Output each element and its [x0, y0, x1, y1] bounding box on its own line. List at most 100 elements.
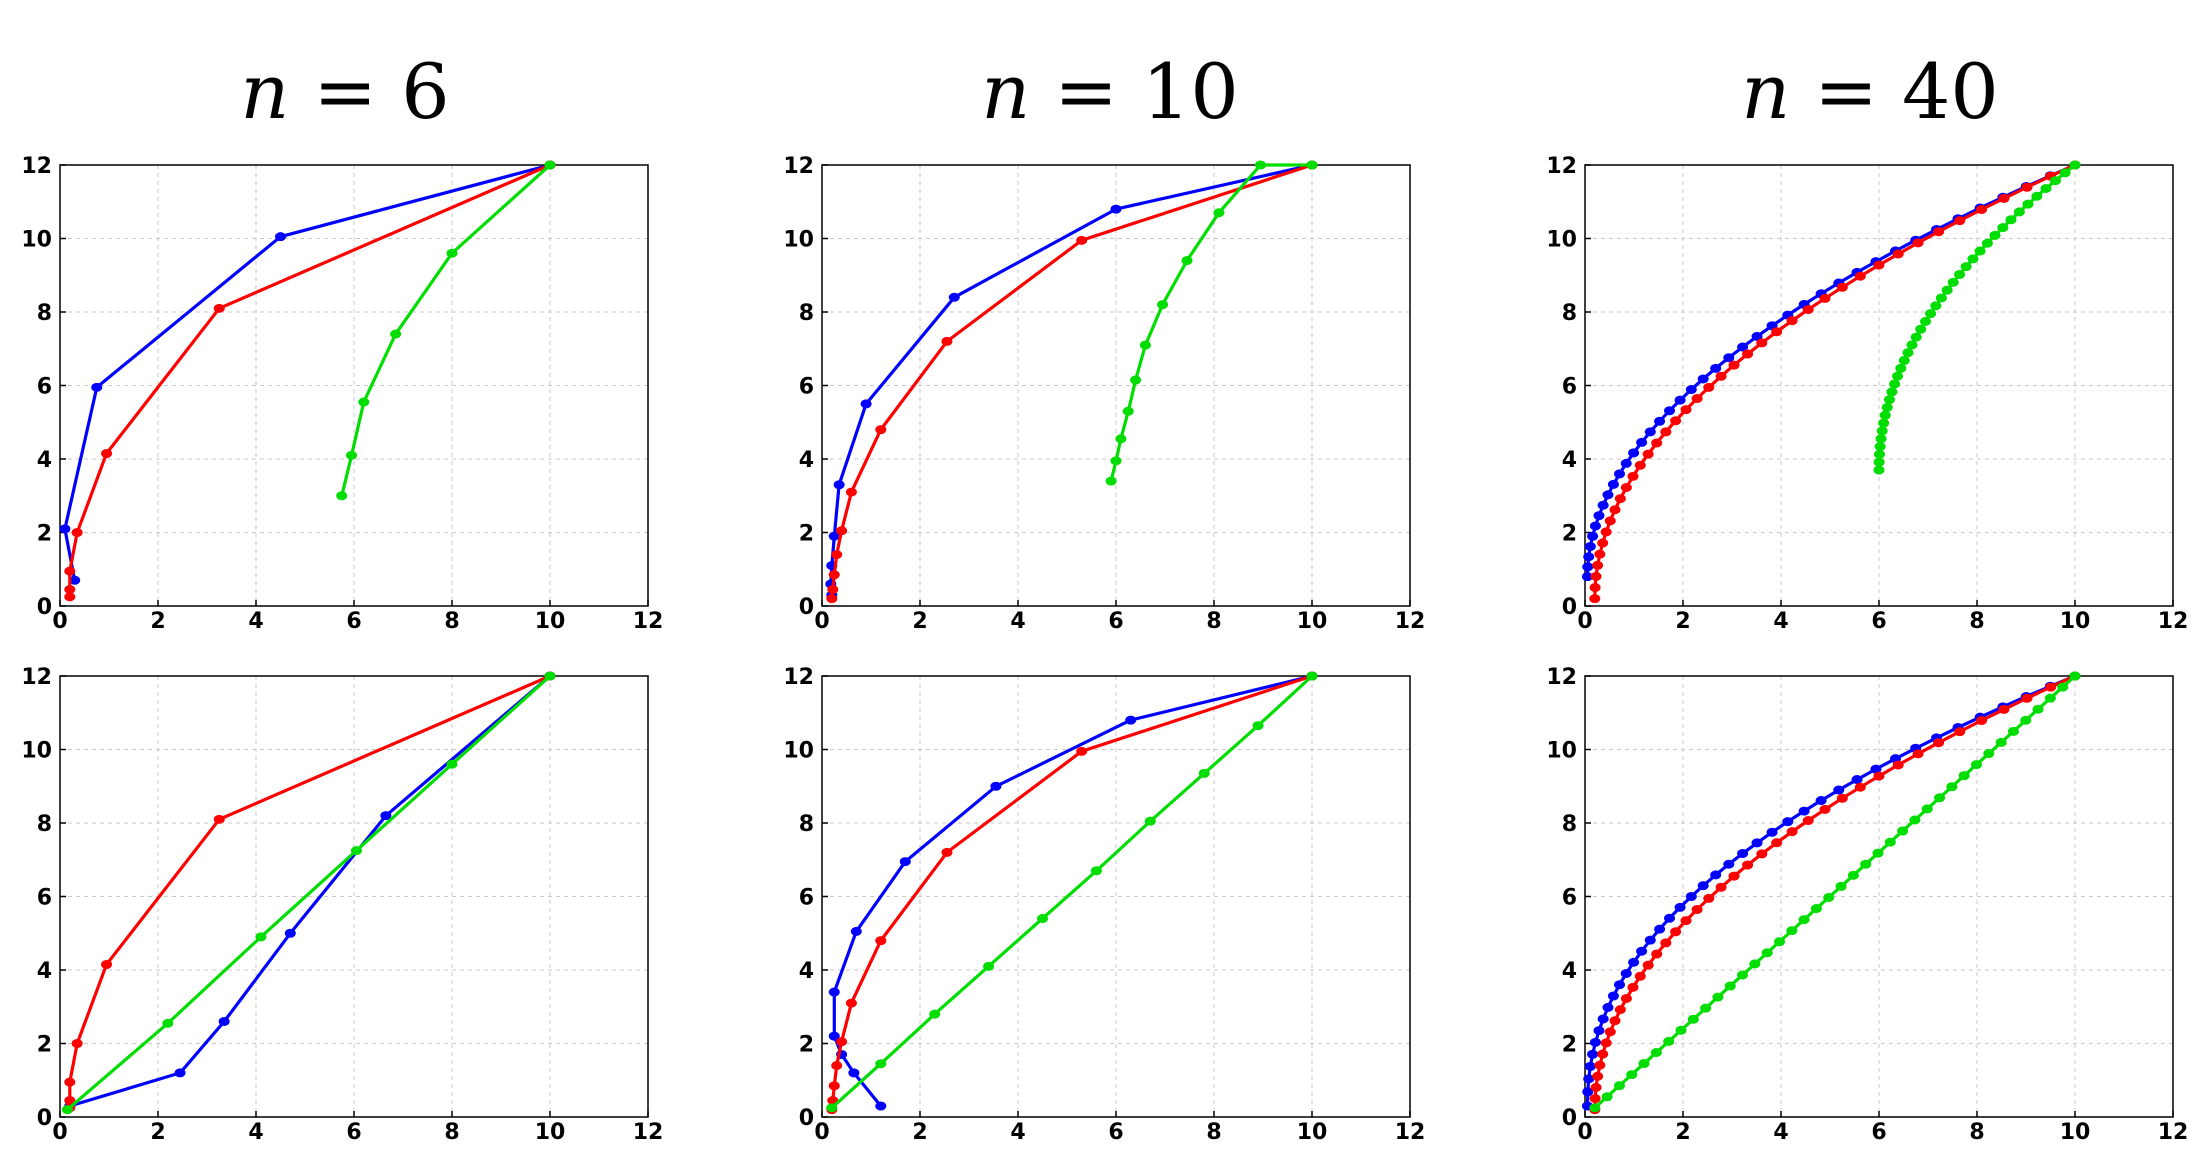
series-point — [1756, 849, 1768, 859]
series-point — [1130, 375, 1142, 385]
series-point — [1958, 771, 1970, 781]
series-point — [1664, 913, 1676, 923]
series-point — [1723, 353, 1735, 363]
series-point — [1654, 416, 1666, 426]
series-point — [1873, 457, 1885, 467]
series-point — [2032, 704, 2044, 714]
series-point — [59, 524, 71, 534]
series-point — [380, 811, 392, 821]
series-point — [64, 566, 76, 576]
series-point — [1751, 838, 1763, 848]
series-point — [1642, 449, 1654, 459]
x-tick-label: 10 — [2060, 1120, 2091, 1145]
y-tick-label: 8 — [1562, 812, 1577, 837]
series-point — [101, 959, 113, 969]
series-point — [1933, 738, 1945, 748]
series-point — [71, 1039, 83, 1048]
series-point — [2069, 671, 2081, 681]
series-point — [1594, 1060, 1606, 1070]
series-point — [1614, 469, 1626, 479]
series-point — [1981, 238, 1993, 248]
y-tick-label: 12 — [783, 154, 814, 179]
series-point — [1902, 348, 1914, 358]
y-tick-label: 4 — [37, 448, 52, 473]
series-point — [1587, 1049, 1599, 1059]
series-point — [255, 932, 267, 942]
series-point — [1786, 926, 1798, 936]
series-point — [2013, 207, 2025, 217]
x-tick-label: 6 — [1871, 1120, 1886, 1145]
y-tick-label: 10 — [1546, 739, 1577, 764]
y-tick-label: 2 — [37, 522, 52, 547]
series-point — [1110, 456, 1122, 466]
series-point — [336, 491, 348, 501]
series-line-1 — [829, 163, 1313, 596]
x-tick-label: 8 — [1206, 609, 1221, 634]
y-tick-label: 6 — [37, 886, 52, 911]
series-point — [1703, 382, 1715, 392]
series-point — [1628, 957, 1640, 967]
series-point — [1884, 837, 1896, 847]
series-point — [1878, 418, 1890, 428]
series-point — [1941, 285, 1953, 295]
series-point — [446, 759, 458, 769]
series-point — [1674, 395, 1686, 405]
series-point — [1670, 927, 1682, 937]
series-point — [1974, 246, 1986, 256]
series-point — [1737, 970, 1749, 980]
series-point — [1620, 993, 1632, 1003]
series-point — [1874, 442, 1886, 452]
series-point — [390, 329, 402, 339]
y-tick-label: 4 — [1562, 959, 1577, 984]
series-point — [2005, 215, 2017, 225]
series-point — [1638, 1059, 1650, 1069]
series-point — [826, 1103, 838, 1113]
x-tick-label: 8 — [1969, 1120, 1984, 1145]
series-point — [1674, 902, 1686, 912]
x-tick-label: 6 — [1108, 1120, 1123, 1145]
series-point — [1634, 460, 1646, 470]
series-point — [860, 399, 872, 409]
y-tick-label: 0 — [37, 1106, 52, 1131]
series-point — [446, 248, 458, 258]
series-point — [1198, 768, 1210, 778]
series-point — [1620, 968, 1632, 978]
series-point — [1892, 760, 1904, 770]
x-tick-label: 0 — [814, 609, 829, 634]
series-point — [2057, 682, 2069, 692]
series-point — [1997, 223, 2009, 233]
series-point — [1644, 935, 1656, 945]
x-tick-label: 8 — [444, 1120, 459, 1145]
series-point — [1872, 848, 1884, 858]
series-point — [1609, 1016, 1621, 1026]
series-point — [174, 1068, 186, 1078]
series-point — [1851, 775, 1863, 785]
y-tick-label: 8 — [1562, 301, 1577, 326]
series-point — [1587, 531, 1599, 541]
series-point — [1642, 960, 1654, 970]
series-point — [831, 550, 843, 560]
series-point — [1756, 338, 1768, 348]
series-point — [875, 1101, 887, 1111]
x-tick-label: 2 — [150, 1120, 165, 1145]
series-point — [1934, 793, 1946, 803]
series-point — [1786, 316, 1798, 326]
series-line-1 — [69, 674, 552, 1108]
series-point — [1090, 866, 1102, 876]
series-point — [1766, 827, 1778, 837]
series-point — [1602, 490, 1614, 500]
series-point — [828, 1031, 840, 1041]
y-tick-label: 6 — [799, 886, 814, 911]
series-point — [983, 961, 995, 971]
series-point — [1833, 785, 1845, 795]
y-tick-label: 8 — [799, 301, 814, 326]
series-line-2 — [1593, 674, 2076, 1110]
x-tick-label: 12 — [633, 609, 664, 634]
series-point — [1737, 849, 1749, 859]
series-point — [1125, 715, 1137, 725]
series-point — [1593, 511, 1605, 521]
y-tick-label: 6 — [799, 375, 814, 400]
x-tick-label: 10 — [1297, 1120, 1328, 1145]
series-point — [1664, 406, 1676, 416]
x-tick-label: 4 — [248, 609, 263, 634]
